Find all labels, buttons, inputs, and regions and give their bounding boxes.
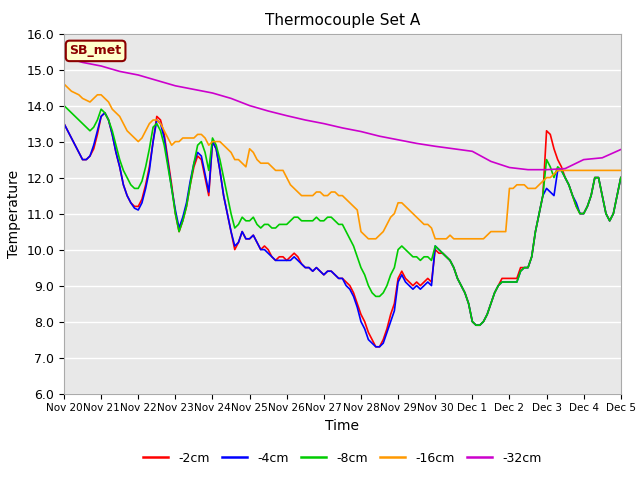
Text: SB_met: SB_met [70,44,122,58]
Title: Thermocouple Set A: Thermocouple Set A [265,13,420,28]
Y-axis label: Temperature: Temperature [7,169,21,258]
X-axis label: Time: Time [325,419,360,433]
Legend: -2cm, -4cm, -8cm, -16cm, -32cm: -2cm, -4cm, -8cm, -16cm, -32cm [138,447,547,469]
